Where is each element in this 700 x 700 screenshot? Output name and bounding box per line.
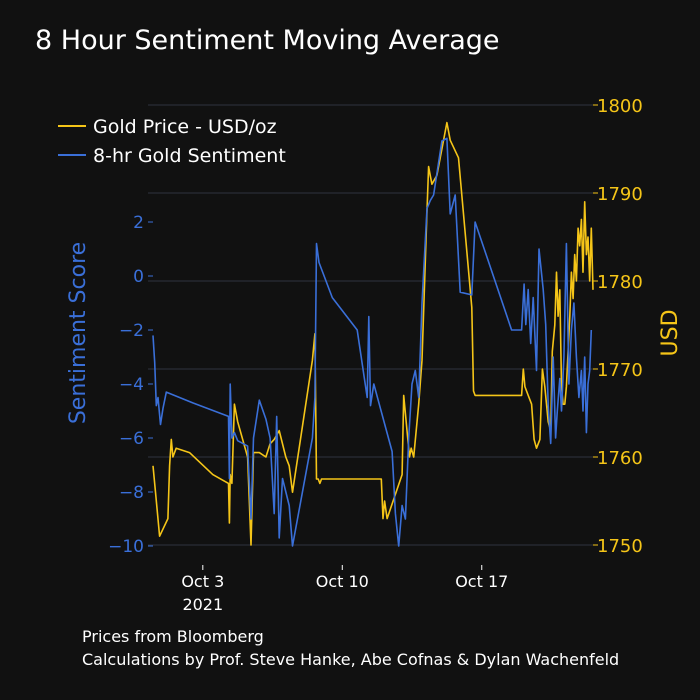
y-right-tick-label: 1800 (597, 96, 643, 117)
y-right-tick-label: 1750 (597, 536, 643, 557)
y-left-tick-label: −6 (119, 429, 144, 449)
x-tick-label: Oct 17 (455, 572, 508, 591)
axes: −10 −8 −6 −4 −2 0 2 Sentiment Score 1750 1760 1770… (66, 96, 683, 614)
legend-entry-sentiment-label: 8-hr Gold Sentiment (93, 145, 286, 167)
y-left-tick-label: 2 (133, 213, 144, 233)
y-left-tick-label: −4 (119, 375, 144, 395)
y-right-axis-label: USD (658, 309, 683, 356)
gold-price-line (152, 121, 594, 546)
chart-title: 8 Hour Sentiment Moving Average (35, 25, 500, 56)
y-right-tick-label: 1770 (597, 360, 643, 381)
y-left-tick-label: −10 (108, 537, 144, 557)
y-right-tick-label: 1760 (597, 448, 643, 469)
y-right-tick-label: 1790 (597, 184, 643, 205)
plot-area (152, 121, 594, 547)
legend-entry-gold-price-label: Gold Price - USD/oz (93, 116, 277, 138)
x-tick-label: Oct 3 (181, 572, 224, 591)
y-left-tick-label: 0 (133, 267, 144, 287)
x-tick-sublabel: 2021 (182, 595, 223, 614)
y-right-tick-label: 1780 (597, 272, 643, 293)
footnote-credits: Calculations by Prof. Steve Hanke, Abe C… (82, 650, 620, 669)
legend: Gold Price - USD/oz 8-hr Gold Sentiment (58, 116, 286, 167)
x-tick-label: Oct 10 (316, 572, 369, 591)
footnote-source: Prices from Bloomberg (82, 627, 264, 646)
y-left-tick-label: −2 (119, 321, 144, 341)
sentiment-line (152, 137, 593, 547)
y-left-axis-label: Sentiment Score (66, 242, 91, 424)
y-left-tick-label: −8 (119, 483, 144, 503)
